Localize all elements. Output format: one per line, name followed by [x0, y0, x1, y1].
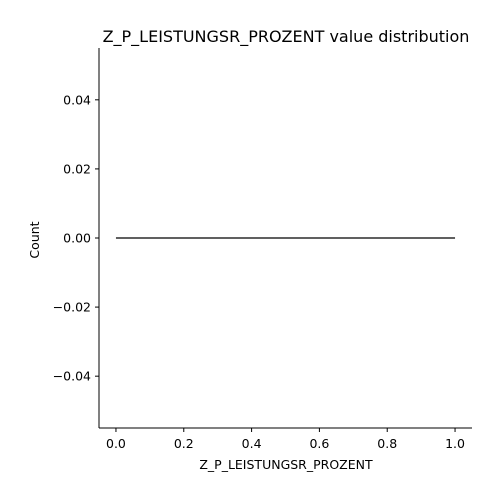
x-tick-label: 0.4: [242, 436, 262, 451]
x-ticks: 0.0 0.2 0.4 0.6 0.8 1.0: [106, 428, 465, 451]
x-tick-label: 0.2: [174, 436, 194, 451]
y-axis-label: Count: [27, 221, 42, 258]
x-tick-label: 0.8: [377, 436, 397, 451]
x-axis-label: Z_P_LEISTUNGSR_PROZENT: [199, 457, 373, 472]
y-tick-label: 0.00: [63, 231, 91, 246]
y-tick-label: −0.04: [53, 369, 91, 384]
x-tick-label: 0.6: [309, 436, 329, 451]
y-tick-label: 0.04: [63, 92, 91, 107]
y-tick-label: −0.02: [53, 300, 91, 315]
x-tick-label: 0.0: [106, 436, 126, 451]
chart-title: Z_P_LEISTUNGSR_PROZENT value distributio…: [103, 27, 470, 47]
y-tick-label: 0.02: [63, 161, 91, 176]
x-tick-label: 1.0: [445, 436, 465, 451]
y-ticks: 0.04 0.02 0.00 −0.02 −0.04: [53, 92, 99, 384]
